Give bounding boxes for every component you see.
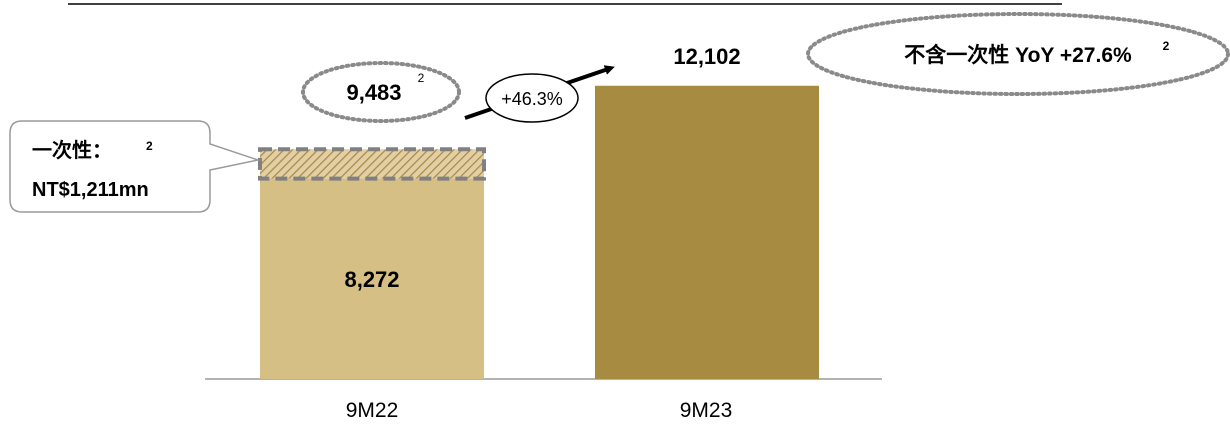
data-label-9m23: 12,102 bbox=[673, 44, 740, 69]
bar-9m22-one-time bbox=[258, 147, 486, 181]
x-tick-9m22: 9M22 bbox=[346, 399, 399, 422]
callout-line1: 一次性： bbox=[32, 138, 112, 162]
total-9m22-ellipse bbox=[301, 61, 461, 123]
callout-line2: NT$1,211mn bbox=[32, 179, 149, 201]
one-time-callout bbox=[9, 120, 261, 213]
data-label-9m22-base: 8,272 bbox=[344, 267, 399, 292]
footnote-marker-callout: 2 bbox=[146, 139, 153, 153]
yoy-note: 不含一次性 YoY +27.6% bbox=[904, 43, 1132, 67]
footnote-marker-yoy: 2 bbox=[1163, 39, 1170, 53]
bar-9m22-base bbox=[260, 178, 484, 379]
footnote-marker-total: 2 bbox=[418, 71, 425, 85]
x-tick-9m23: 9M23 bbox=[680, 399, 733, 422]
growth-bubble bbox=[485, 73, 579, 123]
bar-9m23 bbox=[595, 85, 819, 379]
yoy-ellipse bbox=[806, 12, 1230, 96]
growth-label: +46.3% bbox=[501, 89, 563, 109]
data-label-9m22-total: 9,483 bbox=[346, 80, 401, 105]
